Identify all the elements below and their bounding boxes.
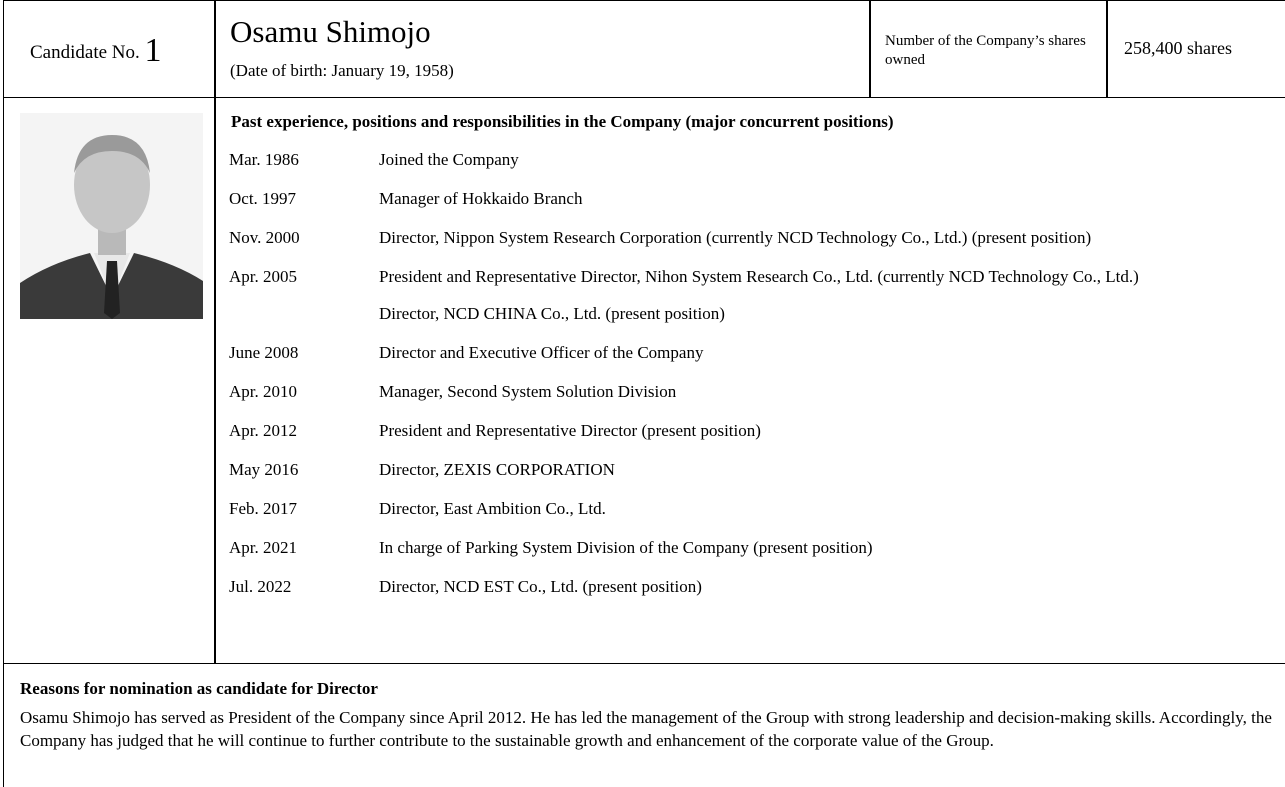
shares-label: Number of the Company’s shares owned [885, 32, 1095, 70]
career-title: Past experience, positions and responsib… [229, 108, 1279, 140]
photo [20, 113, 203, 319]
career-date: Apr. 2010 [216, 380, 379, 403]
divider [869, 0, 871, 98]
career-line: President and Representative Director, N… [379, 265, 1139, 288]
career-lines: President and Representative Director (p… [379, 419, 761, 442]
career-line: Director, Nippon System Research Corpora… [379, 226, 1091, 249]
career-line: President and Representative Director (p… [379, 419, 761, 442]
career-date: Apr. 2012 [216, 419, 379, 442]
birth-date: (Date of birth: January 19, 1958) [230, 61, 454, 81]
page: Candidate No. 1 Osamu Shimojo (Date of b… [0, 0, 1285, 787]
candidate-number: 1 [145, 32, 162, 69]
career-line: Director, ZEXIS CORPORATION [379, 458, 615, 481]
career-line: Joined the Company [379, 148, 519, 171]
career-line: Director, East Ambition Co., Ltd. [379, 497, 606, 520]
reasons-text: Osamu Shimojo has served as President of… [20, 706, 1275, 752]
candidate-label: Candidate No. 1 [30, 32, 162, 70]
career-date: Apr. 2021 [216, 536, 379, 559]
reasons-title: Reasons for nomination as candidate for … [20, 679, 378, 699]
career-line: Director and Executive Officer of the Co… [379, 341, 703, 364]
career-lines: Manager, Second System Solution Division [379, 380, 676, 403]
career-lines: Joined the Company [379, 148, 519, 171]
career-date: Apr. 2005 [216, 265, 379, 325]
shares-value: 258,400 shares [1124, 38, 1232, 59]
career-date: May 2016 [216, 458, 379, 481]
career-lines: Director, NCD EST Co., Ltd. (present pos… [379, 575, 702, 598]
divider [1106, 0, 1108, 98]
career-date: Jul. 2022 [216, 575, 379, 598]
career-date: Feb. 2017 [216, 497, 379, 520]
candidate-label-text: Candidate No. [30, 42, 140, 63]
career-line: Manager, Second System Solution Division [379, 380, 676, 403]
career-lines: In charge of Parking System Division of … [379, 536, 873, 559]
career-line: Director, NCD CHINA Co., Ltd. (present p… [379, 302, 1139, 325]
career-lines: Manager of Hokkaido Branch [379, 187, 582, 210]
career-line: In charge of Parking System Division of … [379, 536, 873, 559]
career-lines: Director and Executive Officer of the Co… [379, 341, 703, 364]
career-date: Oct. 1997 [216, 187, 379, 210]
career-date: Nov. 2000 [216, 226, 379, 249]
candidate-name: Osamu Shimojo [230, 14, 431, 50]
career-lines: President and Representative Director, N… [379, 265, 1139, 325]
career-line: Manager of Hokkaido Branch [379, 187, 582, 210]
career-lines: Director, East Ambition Co., Ltd. [379, 497, 606, 520]
career-lines: Director, Nippon System Research Corpora… [379, 226, 1091, 249]
career-date: June 2008 [216, 341, 379, 364]
career-date: Mar. 1986 [216, 148, 379, 171]
career-line: Director, NCD EST Co., Ltd. (present pos… [379, 575, 702, 598]
career-lines: Director, ZEXIS CORPORATION [379, 458, 615, 481]
